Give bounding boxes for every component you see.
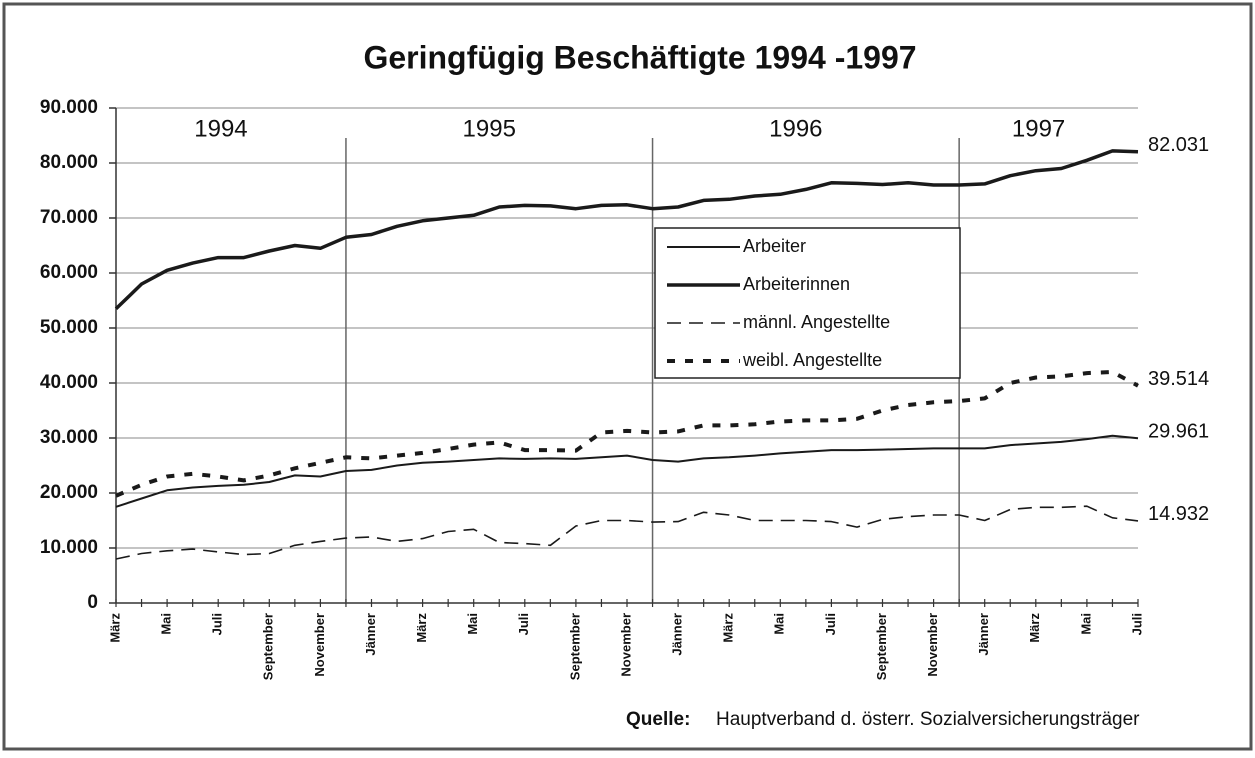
x-tick-label: März	[721, 613, 736, 643]
x-tick-label: November	[618, 613, 633, 677]
x-tick-label: Juli	[516, 613, 531, 635]
source-label: Quelle:	[626, 709, 690, 730]
y-tick-label: 20.000	[40, 482, 98, 503]
y-tick-label: 50.000	[40, 317, 98, 338]
x-tick-label: Mai	[772, 613, 787, 635]
x-tick-label: November	[925, 613, 940, 677]
x-tick-label: Jänner	[670, 613, 685, 656]
value-label: 29.961	[1148, 420, 1209, 442]
x-tick-label: Juli	[823, 613, 838, 635]
series-line	[115, 434, 1139, 508]
value-label: 82.031	[1148, 134, 1209, 156]
y-tick-label: 90.000	[40, 97, 98, 118]
legend-label: Arbeiter	[743, 236, 806, 256]
x-tick-label: Juli	[210, 613, 225, 635]
x-tick-label: März	[107, 613, 122, 643]
y-tick-label: 70.000	[40, 207, 98, 228]
year-label: 1996	[769, 115, 822, 142]
legend-box	[654, 227, 961, 379]
x-tick-label: März	[1027, 613, 1042, 643]
x-tick-label: Jänner	[363, 613, 378, 656]
y-tick-label: 10.000	[40, 537, 98, 558]
legend-label: männl. Angestellte	[743, 312, 890, 332]
x-tick-label: September	[567, 613, 582, 680]
y-tick-label: 40.000	[40, 372, 98, 393]
series-line	[115, 370, 1139, 498]
source: Hauptverband d. österr. Sozialversicheru…	[716, 709, 1140, 730]
legend-label: Arbeiterinnen	[743, 274, 850, 294]
y-tick-label: 0	[87, 592, 98, 613]
chart-title: Geringfügig Beschäftigte 1994 -1997	[363, 39, 916, 75]
legend-label: weibl. Angestellte	[742, 350, 882, 370]
x-tick-label: November	[312, 613, 327, 677]
x-tick-label: Mai	[159, 613, 174, 635]
series-line	[115, 505, 1139, 560]
x-tick-label: März	[414, 613, 429, 643]
x-tick-label: Jänner	[976, 613, 991, 656]
series-line	[114, 149, 1139, 311]
year-label: 1997	[1012, 115, 1065, 142]
x-tick-label: September	[874, 613, 889, 680]
year-label: 1995	[463, 115, 516, 142]
x-tick-label: September	[261, 613, 276, 680]
y-tick-label: 80.000	[40, 152, 98, 173]
x-tick-label: Mai	[465, 613, 480, 635]
x-tick-label: Mai	[1078, 613, 1093, 635]
value-label: 14.932	[1148, 503, 1209, 525]
year-label: 1994	[194, 115, 247, 142]
y-tick-label: 30.000	[40, 427, 98, 448]
y-tick-label: 60.000	[40, 262, 98, 283]
x-tick-label: Juli	[1129, 613, 1144, 635]
value-label: 39.514	[1148, 368, 1209, 390]
